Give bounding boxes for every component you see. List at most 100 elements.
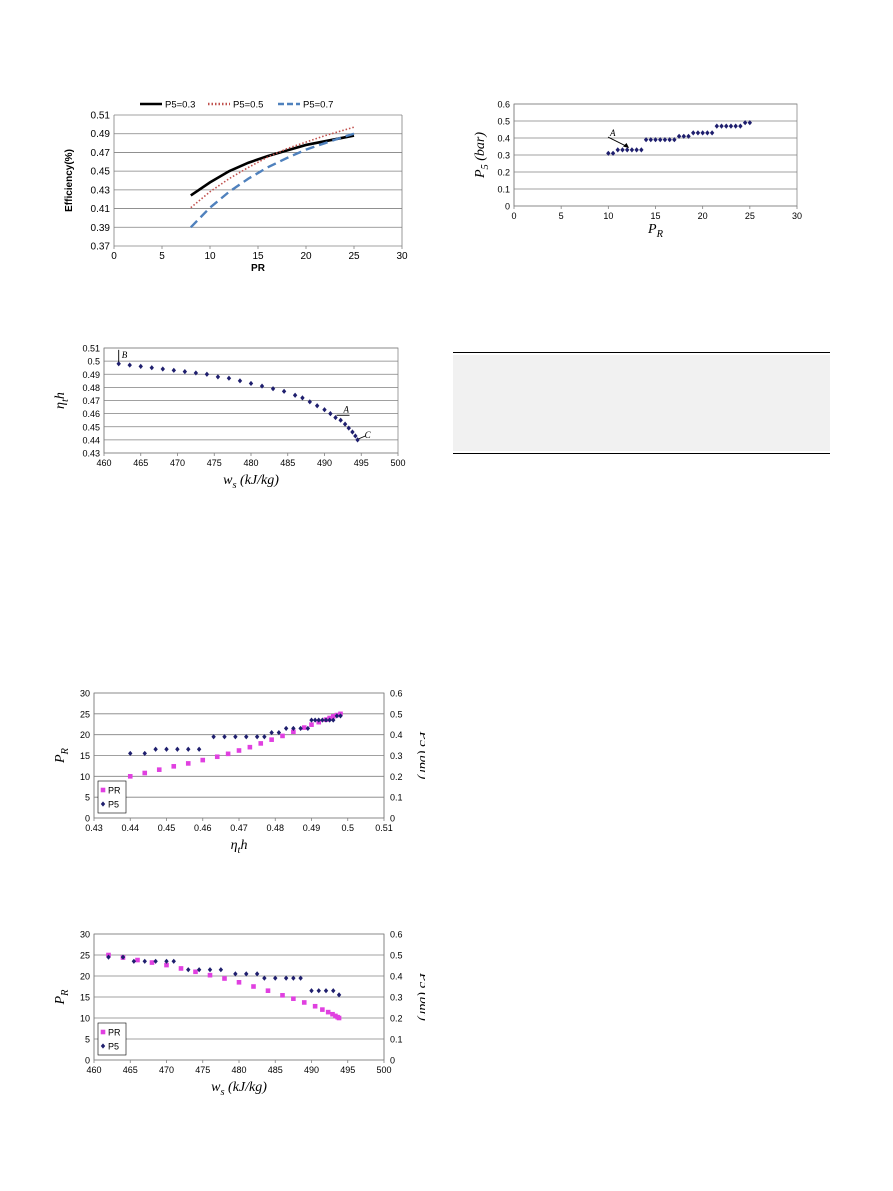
legend: PR P5 bbox=[97, 780, 127, 814]
y-tick-label: 0.44 bbox=[82, 435, 100, 445]
x-tick-label: 475 bbox=[195, 1065, 210, 1075]
x-tick-label: 0.46 bbox=[194, 823, 212, 833]
legend-label: P5=0.3 bbox=[165, 100, 195, 111]
x-tick-label: 475 bbox=[207, 458, 222, 468]
data-point bbox=[333, 414, 338, 421]
data-point bbox=[686, 133, 691, 139]
data-point bbox=[178, 966, 184, 971]
data-point bbox=[171, 764, 177, 769]
x-tick-label: 5 bbox=[559, 211, 564, 221]
data-point bbox=[322, 407, 327, 413]
annotation-label: A bbox=[609, 128, 616, 138]
data-point bbox=[298, 975, 303, 981]
x-tick-label: 25 bbox=[348, 251, 360, 262]
data-point bbox=[292, 392, 298, 398]
y-axis-label: PR bbox=[53, 989, 71, 1006]
y2-tick-label: 0.4 bbox=[390, 972, 403, 982]
data-point bbox=[728, 123, 734, 129]
table-placeholder bbox=[453, 352, 830, 454]
y-tick-label: 0.1 bbox=[497, 185, 510, 195]
x-tick-label: 470 bbox=[170, 458, 185, 468]
y2-tick-label: 0.5 bbox=[390, 709, 403, 719]
data-point bbox=[331, 988, 336, 994]
data-point bbox=[185, 761, 191, 766]
data-point bbox=[328, 411, 333, 417]
annotation-arrow bbox=[358, 435, 366, 440]
data-point bbox=[214, 754, 220, 760]
data-point bbox=[283, 725, 289, 732]
series-P5=0.7 bbox=[189, 132, 355, 229]
data-point bbox=[620, 147, 625, 153]
y-tick-label: 30 bbox=[80, 930, 90, 940]
data-point bbox=[283, 975, 289, 981]
y-tick-label: 0 bbox=[85, 1056, 90, 1066]
x-tick-label: 0.49 bbox=[303, 823, 321, 833]
y-tick-label: 25 bbox=[80, 709, 90, 719]
data-point bbox=[320, 1007, 325, 1012]
y-tick-label: 0.49 bbox=[82, 370, 100, 380]
x-tick-label: 0.51 bbox=[375, 823, 393, 833]
y2-tick-label: 0.6 bbox=[390, 930, 403, 940]
x-tick-label: 465 bbox=[123, 1065, 138, 1075]
data-point bbox=[338, 417, 343, 423]
y-tick-label: 30 bbox=[80, 689, 90, 699]
y-tick-label: 0.47 bbox=[82, 396, 100, 406]
y-tick-label: 20 bbox=[80, 730, 90, 740]
data-point bbox=[262, 975, 267, 981]
y2-tick-label: 0.2 bbox=[390, 772, 403, 782]
y-tick-label: 0.43 bbox=[82, 449, 100, 459]
series-P5=0.5 bbox=[190, 126, 355, 209]
y2-tick-label: 0.5 bbox=[390, 951, 403, 961]
data-point bbox=[300, 395, 305, 401]
y2-tick-label: 0.6 bbox=[390, 689, 403, 699]
data-point bbox=[259, 383, 265, 389]
data-point bbox=[336, 1015, 342, 1021]
y2-tick-label: 0.1 bbox=[390, 1035, 403, 1045]
data-point bbox=[153, 746, 158, 752]
chart-p5-vs-pr: 0 0.1 0.2 0.3 0.4 0.5 0.6 0 5 10 15 20 25 30 PR P5 (bar… bbox=[473, 100, 802, 241]
x-tick-label: 10 bbox=[603, 211, 613, 221]
y-tick-label: 0 bbox=[505, 202, 510, 212]
data-point bbox=[233, 971, 238, 977]
data-point bbox=[281, 388, 287, 394]
data-point bbox=[138, 363, 143, 369]
legend-marker bbox=[100, 801, 106, 807]
data-point bbox=[615, 147, 620, 153]
data-point bbox=[215, 374, 221, 380]
data-point bbox=[291, 996, 296, 1001]
data-point bbox=[312, 1003, 318, 1009]
data-point bbox=[291, 729, 296, 735]
data-point bbox=[719, 123, 724, 129]
x-tick-label: 30 bbox=[792, 211, 802, 221]
data-point bbox=[738, 123, 743, 129]
data-point bbox=[135, 957, 140, 963]
y-axis-label: PR bbox=[53, 747, 71, 764]
data-point bbox=[742, 120, 748, 126]
y-tick-label: 0 bbox=[85, 814, 90, 824]
x-tick-label: 15 bbox=[650, 211, 660, 221]
x-tick-label: 485 bbox=[280, 458, 295, 468]
x-tick-label: 480 bbox=[231, 1065, 246, 1075]
legend-label: P5=0.5 bbox=[233, 100, 263, 111]
y-tick-label: 0.4 bbox=[497, 134, 510, 144]
x-tick-label: 500 bbox=[390, 458, 405, 468]
data-point bbox=[273, 975, 278, 981]
x-axis-label: ηth bbox=[231, 838, 248, 856]
data-point bbox=[325, 1009, 331, 1015]
data-point bbox=[248, 380, 254, 387]
y2-tick-label: 0.1 bbox=[390, 793, 403, 803]
data-point bbox=[149, 365, 154, 371]
y-tick-label: 0.3 bbox=[497, 151, 510, 161]
x-tick-label: 20 bbox=[300, 251, 312, 262]
data-point bbox=[314, 403, 320, 409]
x-tick-label: 0.45 bbox=[158, 823, 176, 833]
data-point bbox=[301, 725, 307, 730]
x-tick-label: 500 bbox=[376, 1065, 391, 1075]
data-point bbox=[270, 386, 276, 392]
x-tick-label: 495 bbox=[354, 458, 369, 468]
x-tick-label: 0 bbox=[111, 251, 117, 262]
legend-label: PR bbox=[108, 1028, 121, 1038]
data-point bbox=[193, 370, 199, 376]
y-tick-label: 0.47 bbox=[91, 148, 111, 159]
y2-tick-label: 0 bbox=[390, 1056, 395, 1066]
